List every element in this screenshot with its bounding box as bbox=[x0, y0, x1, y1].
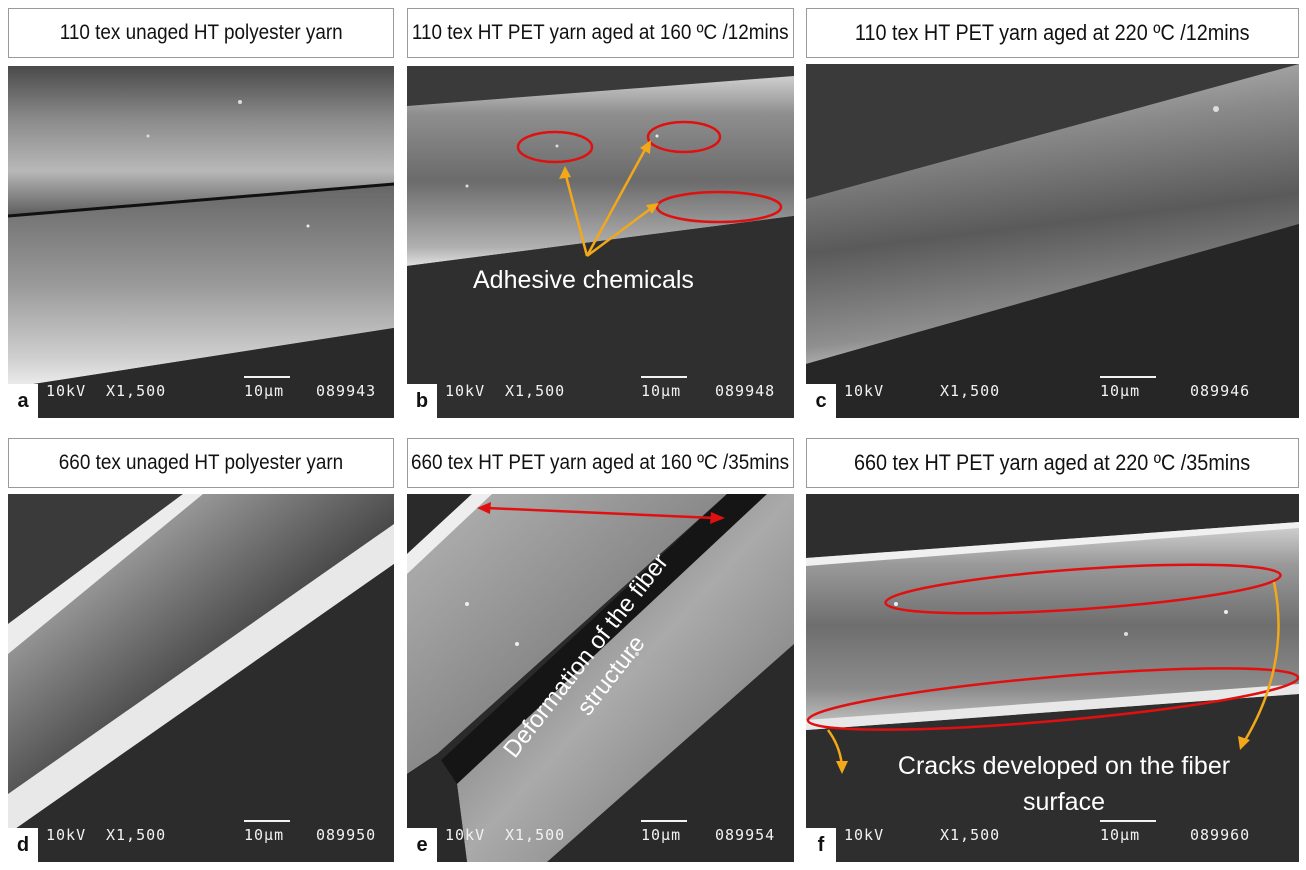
panel-e-letter: e bbox=[407, 828, 437, 862]
panel-d-letter: d bbox=[8, 828, 38, 862]
panel-c-micrograph bbox=[806, 64, 1299, 418]
panel-b-scale-bar bbox=[641, 376, 687, 378]
panel-f-letter: f bbox=[806, 828, 836, 862]
panel-c: 110 tex HT PET yarn aged at 220 ºC /12mi… bbox=[806, 8, 1299, 418]
panel-e-scale-bar bbox=[641, 820, 687, 822]
panel-d-micrograph bbox=[8, 494, 394, 862]
panel-a-micrograph bbox=[8, 66, 394, 418]
panel-f-title: 660 tex HT PET yarn aged at 220 ºC /35mi… bbox=[806, 438, 1299, 488]
panel-b-micrograph bbox=[407, 66, 794, 418]
panel-b-sem-image: Adhesive chemicals 10kV X1,500 10µm 0899… bbox=[407, 66, 794, 418]
panel-b-info-bar: 10kV X1,500 10µm 089948 bbox=[445, 376, 780, 404]
panel-e-micrograph bbox=[407, 494, 794, 862]
panel-d-info-bar: 10kV X1,500 10µm 089950 bbox=[46, 820, 380, 848]
panel-c-info-bar: 10kV X1,500 10µm 089946 bbox=[844, 376, 1285, 404]
panel-a-sem-image: 10kV X1,500 10µm 089943 a bbox=[8, 66, 394, 418]
panel-f: 660 tex HT PET yarn aged at 220 ºC /35mi… bbox=[806, 438, 1299, 862]
panel-d-scale-bar bbox=[244, 820, 290, 822]
cracks-label: Cracks developed on the fiber surface bbox=[897, 752, 1231, 816]
panel-c-title: 110 tex HT PET yarn aged at 220 ºC /12mi… bbox=[806, 8, 1299, 58]
panel-f-sem-image: Cracks developed on the fiber surface 10… bbox=[806, 494, 1299, 862]
adhesive-chemicals-label: Adhesive chemicals bbox=[473, 266, 694, 294]
panel-a-info-bar: 10kV X1,500 10µm 089943 bbox=[46, 376, 380, 404]
panel-a-letter: a bbox=[8, 384, 38, 418]
panel-b: 110 tex HT PET yarn aged at 160 ºC /12mi… bbox=[407, 8, 794, 418]
panel-a: 110 tex unaged HT polyester yarn 10kV X1… bbox=[8, 8, 394, 418]
panel-f-scale-bar bbox=[1100, 820, 1156, 822]
panel-a-scale-bar bbox=[244, 376, 290, 378]
panel-e-info-bar: 10kV X1,500 10µm 089954 bbox=[445, 820, 780, 848]
panel-c-letter: c bbox=[806, 384, 836, 418]
panel-e-title: 660 tex HT PET yarn aged at 160 ºC /35mi… bbox=[407, 438, 794, 488]
panel-b-letter: b bbox=[407, 384, 437, 418]
panel-c-sem-image: 10kV X1,500 10µm 089946 c bbox=[806, 64, 1299, 418]
panel-e-sem-image: Deformation of the fiber structure 10kV … bbox=[407, 494, 794, 862]
panel-d-title: 660 tex unaged HT polyester yarn bbox=[8, 438, 394, 488]
panel-b-title: 110 tex HT PET yarn aged at 160 ºC /12mi… bbox=[407, 8, 794, 58]
panel-c-scale-bar bbox=[1100, 376, 1156, 378]
panel-f-info-bar: 10kV X1,500 10µm 089960 bbox=[844, 820, 1285, 848]
panel-d: 660 tex unaged HT polyester yarn 10kV X1… bbox=[8, 438, 394, 862]
panel-a-title: 110 tex unaged HT polyester yarn bbox=[8, 8, 394, 58]
panel-d-sem-image: 10kV X1,500 10µm 089950 d bbox=[8, 494, 394, 862]
panel-e: 660 tex HT PET yarn aged at 160 ºC /35mi… bbox=[407, 438, 794, 862]
